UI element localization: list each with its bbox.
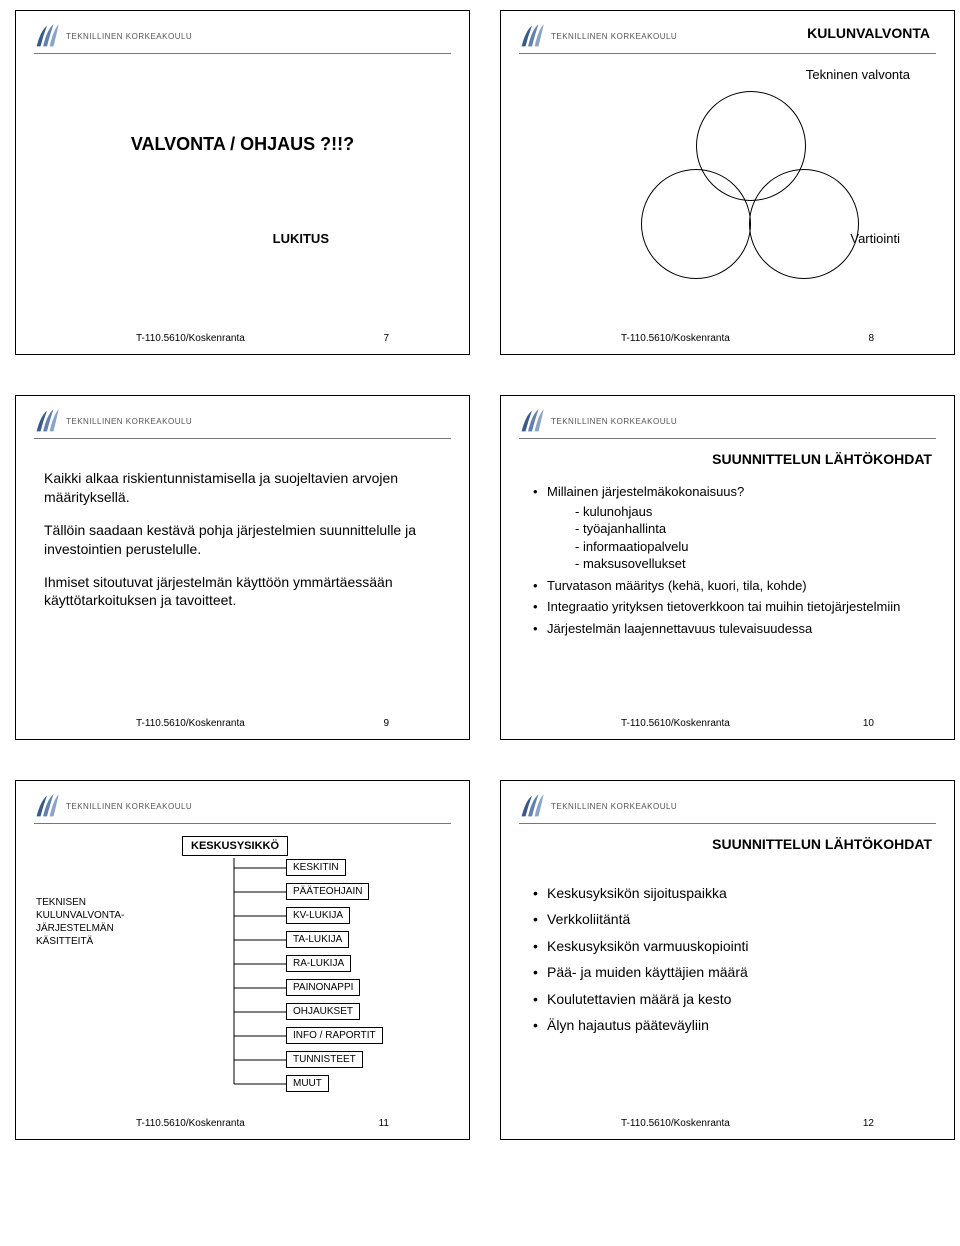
school-logo-icon — [519, 793, 545, 819]
school-logo-icon — [519, 23, 545, 49]
header: TEKNILLINEN KORKEAKOULU — [34, 408, 451, 434]
school-name: TEKNILLINEN KORKEAKOULU — [551, 32, 677, 41]
school-name: TEKNILLINEN KORKEAKOULU — [551, 802, 677, 811]
slide-12: TEKNILLINEN KORKEAKOULU SUUNNITTELUN LÄH… — [500, 780, 955, 1140]
school-name: TEKNILLINEN KORKEAKOULU — [66, 802, 192, 811]
footer-source: T-110.5610/Koskenranta — [621, 333, 730, 344]
footer: T-110.5610/Koskenranta 8 — [501, 333, 954, 344]
footer-page: 9 — [383, 718, 389, 729]
tree-child: KV-LUKIJA — [286, 907, 350, 924]
footer-page: 10 — [863, 718, 874, 729]
footer: T-110.5610/Koskenranta 9 — [16, 718, 469, 729]
slide-10: TEKNILLINEN KORKEAKOULU SUUNNITTELUN LÄH… — [500, 395, 955, 740]
tree-child: INFO / RAPORTIT — [286, 1027, 383, 1044]
bullet-item: Verkkoliitäntä — [533, 908, 928, 930]
bullet-text: Millainen järjestelmäkokonaisuus? — [547, 484, 744, 499]
divider — [34, 438, 451, 439]
divider — [519, 438, 936, 439]
paragraph-2: Tällöin saadaan kestävä pohja järjestelm… — [44, 521, 441, 559]
footer-source: T-110.5610/Koskenranta — [136, 718, 245, 729]
slide-8: TEKNILLINEN KORKEAKOULU KULUNVALVONTA Te… — [500, 10, 955, 355]
venn-circle — [749, 169, 859, 279]
tree-child: RA-LUKIJA — [286, 955, 351, 972]
header: TEKNILLINEN KORKEAKOULU — [519, 408, 936, 434]
bullet-item: Koulutettavien määrä ja kesto — [533, 988, 928, 1010]
divider — [34, 823, 451, 824]
slide-11: TEKNILLINEN KORKEAKOULU TEKNISEN KULUNVA… — [15, 780, 470, 1140]
slide-9: TEKNILLINEN KORKEAKOULU Kaikki alkaa ris… — [15, 395, 470, 740]
dash-item: informaatiopalvelu — [575, 538, 928, 556]
slide-title: VALVONTA / OHJAUS ?!!? — [34, 134, 451, 155]
divider — [519, 53, 936, 54]
venn-diagram — [641, 91, 861, 291]
tree-child: TA-LUKIJA — [286, 931, 349, 948]
dash-item: työajanhallinta — [575, 520, 928, 538]
tree-child: PAINONAPPI — [286, 979, 360, 996]
label-vartiointi: Vartiointi — [850, 231, 900, 246]
bullet-item: Älyn hajautus pääteväyliin — [533, 1014, 928, 1036]
footer: T-110.5610/Koskenranta 11 — [16, 1118, 469, 1129]
bullet-list: Millainen järjestelmäkokonaisuus? kuluno… — [533, 483, 928, 637]
footer-source: T-110.5610/Koskenranta — [136, 333, 245, 344]
footer: T-110.5610/Koskenranta 10 — [501, 718, 954, 729]
label-tekninen: Tekninen valvonta — [806, 67, 910, 82]
footer-page: 8 — [868, 333, 874, 344]
footer: T-110.5610/Koskenranta 7 — [16, 333, 469, 344]
tree-child: MUUT — [286, 1075, 329, 1092]
footer-source: T-110.5610/Koskenranta — [621, 1118, 730, 1129]
bullet-item: Keskusyksikön varmuuskopiointi — [533, 935, 928, 957]
tree-diagram: TEKNISEN KULUNVALVONTA-JÄRJESTELMÄN KÄSI… — [34, 836, 451, 1116]
venn-circle — [641, 169, 751, 279]
divider — [34, 53, 451, 54]
tree-child: KESKITIN — [286, 859, 346, 876]
dash-list: kulunohjaus työajanhallinta informaatiop… — [575, 503, 928, 573]
body-text: Kaikki alkaa riskientunnistamisella ja s… — [44, 469, 441, 610]
school-logo-icon — [34, 23, 60, 49]
school-name: TEKNILLINEN KORKEAKOULU — [551, 417, 677, 426]
tree-child: OHJAUKSET — [286, 1003, 360, 1020]
dash-item: kulunohjaus — [575, 503, 928, 521]
footer-source: T-110.5610/Koskenranta — [621, 718, 730, 729]
tree-connectors — [34, 836, 454, 1116]
paragraph-1: Kaikki alkaa riskientunnistamisella ja s… — [44, 469, 441, 507]
bullet-item: Järjestelmän laajennettavuus tulevaisuud… — [533, 620, 928, 638]
divider — [519, 823, 936, 824]
bullet-item: Pää- ja muiden käyttäjien määrä — [533, 961, 928, 983]
slide-7: TEKNILLINEN KORKEAKOULU VALVONTA / OHJAU… — [15, 10, 470, 355]
slide-title: SUUNNITTELUN LÄHTÖKOHDAT — [519, 451, 932, 467]
school-name: TEKNILLINEN KORKEAKOULU — [66, 417, 192, 426]
header: TEKNILLINEN KORKEAKOULU — [519, 793, 936, 819]
footer: T-110.5610/Koskenranta 12 — [501, 1118, 954, 1129]
tree-child: PÄÄTEOHJAIN — [286, 883, 369, 900]
bullet-item: Keskusyksikön sijoituspaikka — [533, 882, 928, 904]
header: TEKNILLINEN KORKEAKOULU — [34, 793, 451, 819]
bullet-list: Keskusyksikön sijoituspaikka Verkkoliitän… — [533, 882, 928, 1036]
label-kulunvalvonta: KULUNVALVONTA — [807, 25, 930, 41]
footer-page: 7 — [383, 333, 389, 344]
subtitle: LUKITUS — [273, 231, 329, 246]
footer-page: 11 — [379, 1118, 389, 1129]
slide-title: SUUNNITTELUN LÄHTÖKOHDAT — [519, 836, 932, 852]
bullet-item: Millainen järjestelmäkokonaisuus? kuluno… — [533, 483, 928, 573]
footer-page: 12 — [863, 1118, 874, 1129]
school-logo-icon — [519, 408, 545, 434]
dash-item: maksusovellukset — [575, 555, 928, 573]
header: TEKNILLINEN KORKEAKOULU — [34, 23, 451, 49]
school-name: TEKNILLINEN KORKEAKOULU — [66, 32, 192, 41]
bullet-item: Turvatason määritys (kehä, kuori, tila, … — [533, 577, 928, 595]
paragraph-3: Ihmiset sitoutuvat järjestelmän käyttöön… — [44, 573, 441, 611]
footer-source: T-110.5610/Koskenranta — [136, 1118, 245, 1129]
school-logo-icon — [34, 793, 60, 819]
school-logo-icon — [34, 408, 60, 434]
bullet-item: Integraatio yrityksen tietoverkkoon tai … — [533, 598, 928, 616]
tree-child: TUNNISTEET — [286, 1051, 363, 1068]
